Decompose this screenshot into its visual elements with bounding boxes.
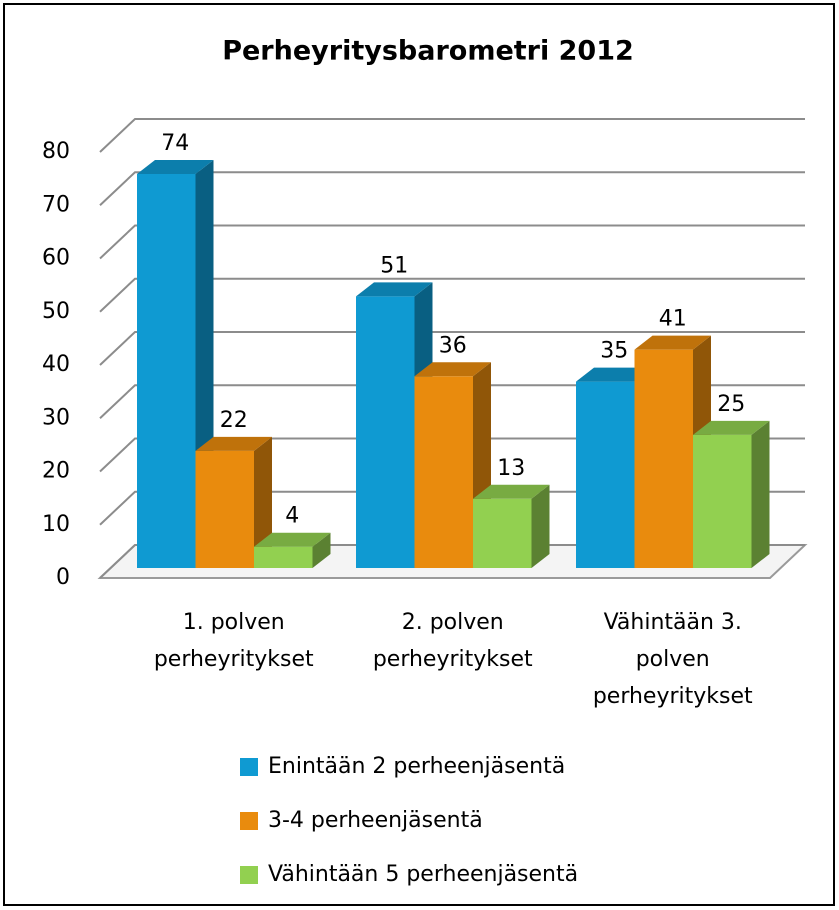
x-tick-label: Vähintään 3. polven perheyritykset: [593, 610, 753, 709]
bar: [693, 420, 770, 568]
bar-top: [356, 282, 433, 297]
bar-side: [312, 532, 331, 568]
data-label: 4: [285, 504, 299, 529]
bar-front: [414, 376, 473, 568]
legend-swatch: [240, 866, 258, 884]
y-tick-label: 60: [42, 246, 70, 271]
bar-front: [195, 450, 254, 568]
grid-line: [99, 118, 805, 153]
bar: [254, 532, 331, 568]
data-label: 51: [380, 253, 408, 278]
bar-top: [473, 484, 550, 499]
data-label: 13: [497, 456, 525, 481]
bar-side: [254, 436, 272, 568]
y-tick-label: 40: [42, 352, 70, 377]
bar-top: [254, 532, 331, 547]
grid-line: [99, 277, 805, 313]
data-label: 41: [659, 307, 687, 332]
bar-top: [137, 159, 214, 174]
bar-side: [531, 484, 550, 568]
legend-swatch: [240, 758, 258, 776]
data-label: 25: [717, 392, 745, 417]
legend-swatch: [240, 812, 258, 830]
y-tick-label: 70: [42, 192, 70, 217]
bar: [195, 436, 272, 568]
bar-front: [137, 173, 196, 568]
x-tick-label: 1. polven perheyritykset: [154, 610, 314, 672]
bar-front: [634, 349, 693, 568]
legend-label: Vähintään 5 perheenjäsentä: [268, 862, 578, 887]
y-tick-label: 10: [42, 512, 70, 537]
grid-line: [99, 331, 805, 366]
y-tick-label: 20: [42, 459, 70, 484]
legend-label: Enintään 2 perheenjäsentä: [268, 754, 565, 779]
grid-line: [99, 224, 805, 260]
bar-side: [751, 420, 770, 568]
data-label: 74: [161, 131, 189, 156]
bar-top: [195, 436, 272, 451]
chart-title: Perheyritysbarometri 2012: [222, 36, 634, 67]
bar-front: [693, 434, 752, 568]
y-tick-label: 30: [42, 405, 70, 430]
bar-front: [356, 296, 415, 568]
bar: [473, 484, 550, 568]
data-label: 22: [220, 408, 248, 433]
x-tick-label: 2. polven perheyritykset: [373, 610, 533, 672]
bar-front: [254, 546, 313, 568]
y-tick-label: 0: [56, 565, 70, 590]
bar-top: [693, 420, 770, 435]
grid-line: [99, 171, 805, 206]
bar-top: [414, 362, 491, 377]
y-tick-label: 50: [42, 299, 70, 324]
legend-label: 3-4 perheenjäsentä: [268, 808, 483, 833]
bar-top: [634, 335, 711, 350]
bar-front: [576, 381, 635, 568]
bar-front: [473, 498, 532, 568]
data-label: 36: [439, 333, 467, 358]
y-tick-label: 80: [42, 139, 70, 164]
data-label: 35: [600, 339, 628, 364]
bar-top: [576, 367, 653, 382]
